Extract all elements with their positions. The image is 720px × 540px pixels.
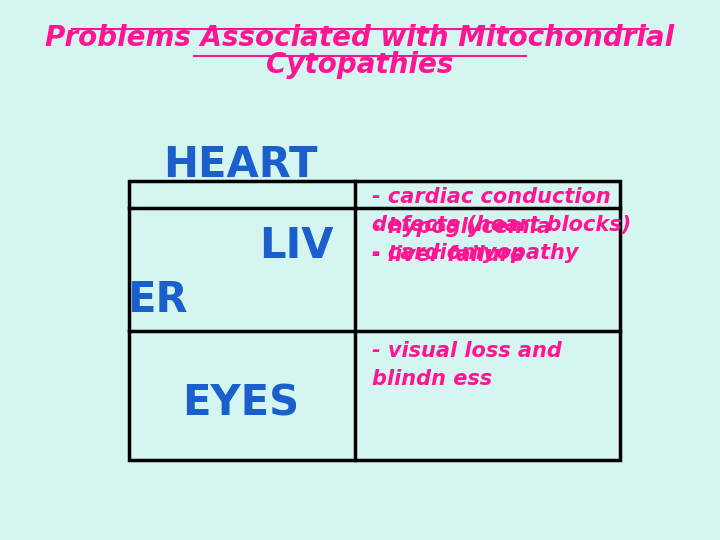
Bar [129, 181, 620, 460]
Text: Cytopathies: Cytopathies [266, 51, 454, 79]
Text: - cardiac conduction
defects (heart blocks)
- cardiomyopathy: - cardiac conduction defects (heart bloc… [372, 187, 631, 264]
Text: LIV: LIV [259, 225, 333, 267]
Text: HEART: HEART [163, 144, 318, 186]
Text: Problems Associated with Mitochondrial: Problems Associated with Mitochondrial [45, 24, 675, 52]
Text: ER: ER [127, 279, 187, 321]
Text: EYES: EYES [182, 383, 300, 424]
Text: - visual loss and
blindn ess: - visual loss and blindn ess [372, 341, 562, 389]
Text: - hypoglycemia
- liver failure: - hypoglycemia - liver failure [372, 217, 551, 265]
